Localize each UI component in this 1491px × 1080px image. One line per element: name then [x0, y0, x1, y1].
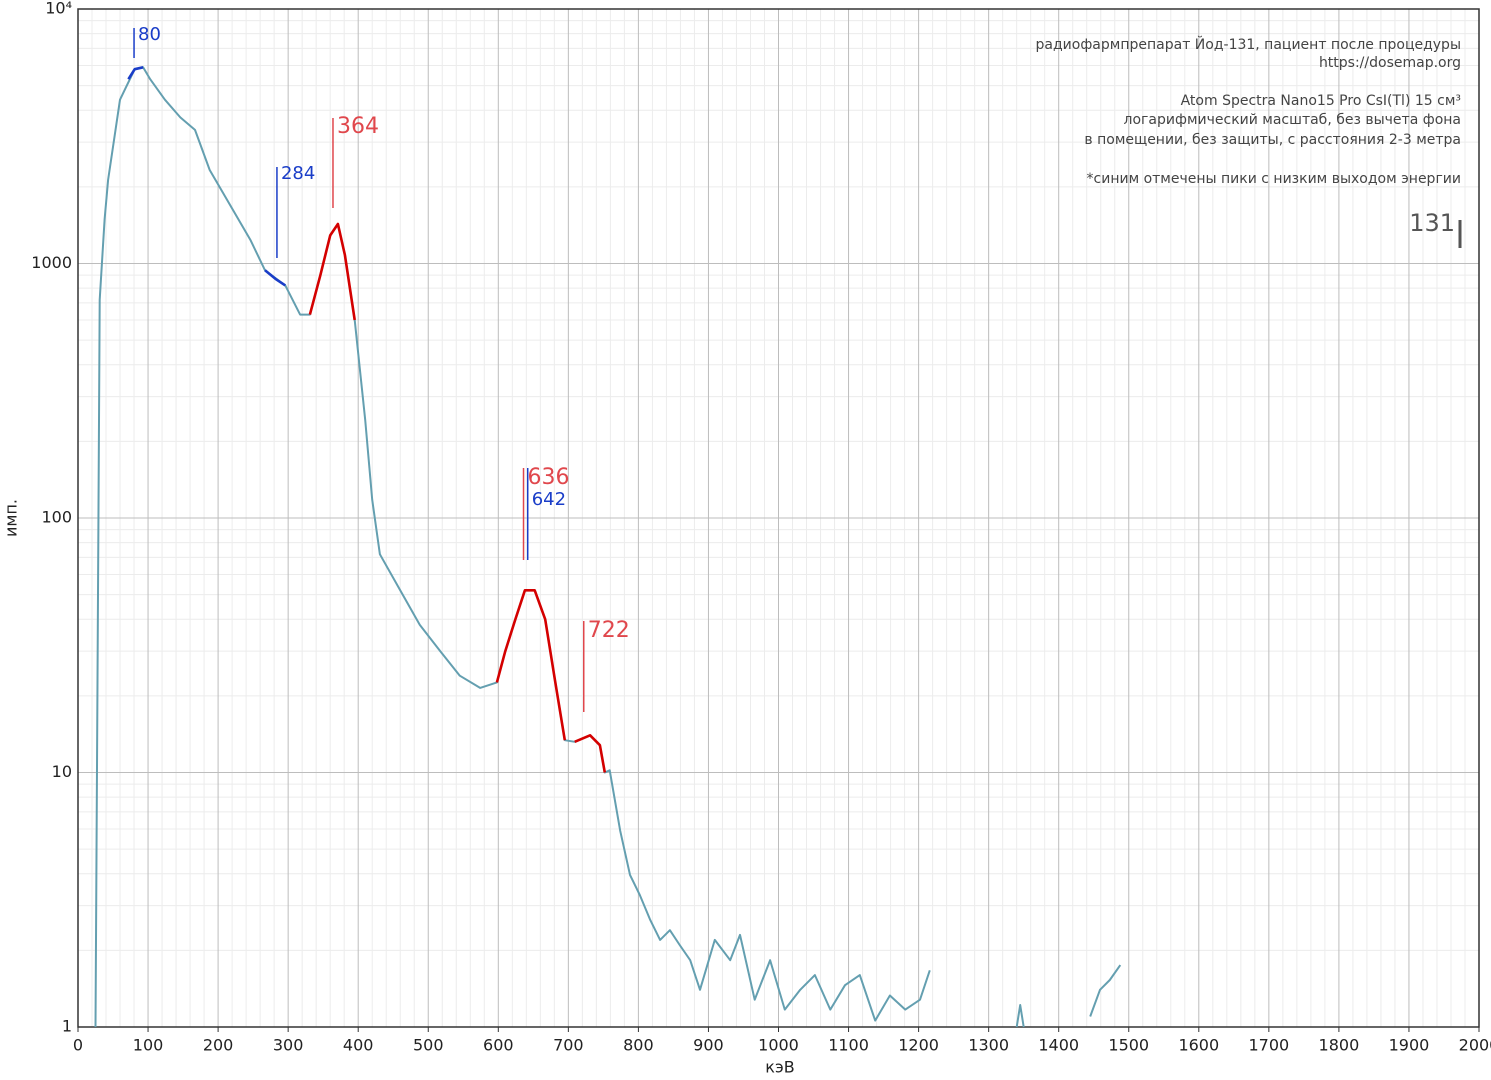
- x-tick-label: 1900: [1389, 1036, 1430, 1055]
- x-tick-label: 900: [693, 1036, 724, 1055]
- y-tick-label: 10⁴: [45, 0, 72, 18]
- x-tick-label: 1300: [968, 1036, 1009, 1055]
- x-tick-label: 1800: [1319, 1036, 1360, 1055]
- note: в помещении, без защиты, с расстояния 2-…: [1084, 132, 1461, 148]
- spectrum-line: [127, 66, 144, 80]
- x-tick-label: 300: [273, 1036, 304, 1055]
- x-tick-label: 500: [413, 1036, 444, 1055]
- badge: 131: [1409, 209, 1455, 237]
- spectrum-line: [574, 734, 607, 773]
- spectrum-line: [495, 589, 567, 741]
- x-axis-label: кэВ: [765, 1058, 794, 1077]
- x-tick-label: 600: [483, 1036, 514, 1055]
- peak-label: 364: [337, 114, 379, 139]
- y-axis-label: имп.: [2, 499, 21, 537]
- peak-label: 284: [281, 163, 315, 184]
- spectrum-line: [94, 66, 1122, 1028]
- y-tick-label: 100: [41, 508, 72, 527]
- spectrum-line: [264, 269, 287, 287]
- peak-label: 642: [532, 489, 566, 510]
- peak-label: 80: [138, 24, 161, 45]
- x-tick-label: 200: [203, 1036, 234, 1055]
- x-tick-label: 1100: [828, 1036, 869, 1055]
- x-tick-label: 400: [343, 1036, 374, 1055]
- x-tick-label: 1000: [758, 1036, 799, 1055]
- note: радиофармпрепарат Йод-131, пациент после…: [1036, 35, 1461, 53]
- x-tick-label: 1700: [1248, 1036, 1289, 1055]
- x-tick-label: 1400: [1038, 1036, 1079, 1055]
- x-tick-label: 1500: [1108, 1036, 1149, 1055]
- x-tick-label: 100: [133, 1036, 164, 1055]
- y-tick-label: 1: [62, 1017, 72, 1036]
- note: Atom Spectra Nano15 Pro CsI(Tl) 15 см³: [1181, 93, 1461, 109]
- note: https://dosemap.org: [1319, 55, 1461, 71]
- peak-label: 636: [528, 465, 570, 490]
- x-tick-label: 1600: [1178, 1036, 1219, 1055]
- y-tick-label: 1000: [31, 253, 72, 272]
- x-tick-label: 800: [623, 1036, 654, 1055]
- spectrum-line: [308, 222, 356, 321]
- x-tick-label: 1200: [898, 1036, 939, 1055]
- x-tick-label: 700: [553, 1036, 584, 1055]
- x-tick-label: 0: [73, 1036, 83, 1055]
- note: логарифмический масштаб, без вычета фона: [1124, 112, 1461, 128]
- note: *синим отмечены пики с низким выходом эн…: [1087, 171, 1461, 187]
- y-tick-label: 10: [52, 762, 72, 781]
- plot-frame: [77, 8, 1480, 1028]
- x-tick-label: 2000: [1459, 1036, 1491, 1055]
- peak-label: 722: [588, 618, 630, 643]
